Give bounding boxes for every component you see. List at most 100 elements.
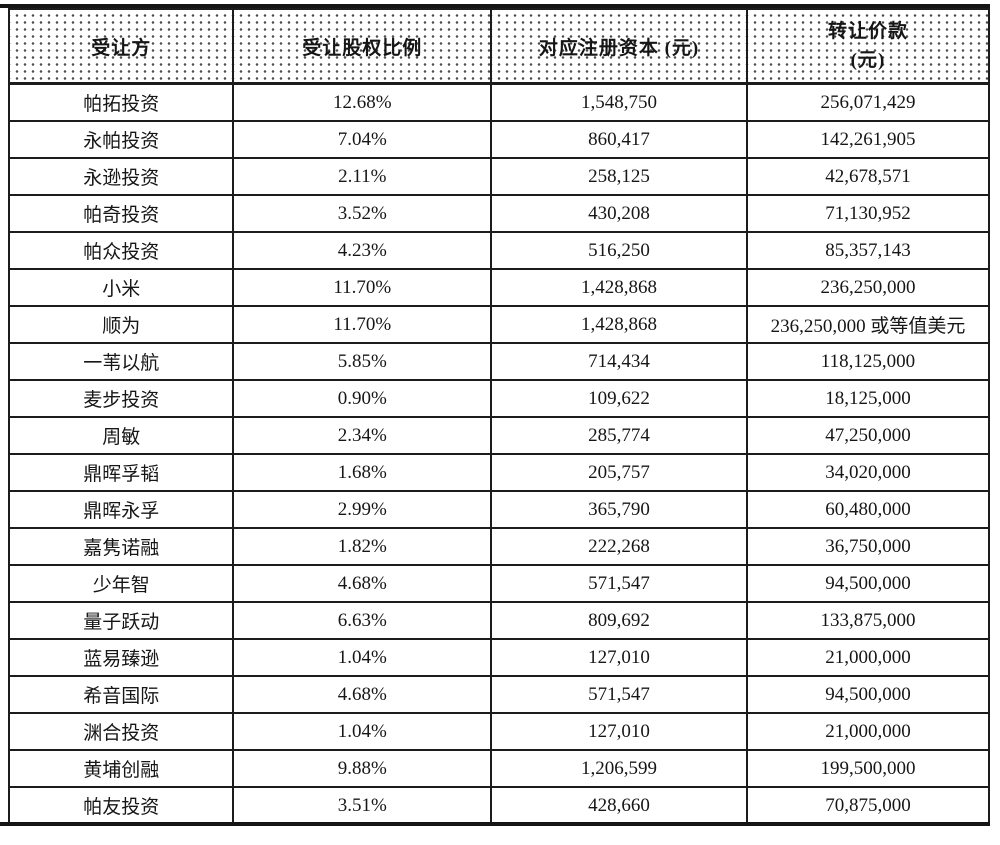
header-row: 受让方 受让股权比例 对应注册资本 (元) 转让价款 (元): [7, 8, 991, 85]
cell-transfer-price: 199,500,000: [745, 749, 991, 788]
cell-transferee: 蓝易臻逊: [7, 638, 235, 677]
table-row: 小米 11.70% 1,428,868 236,250,000: [7, 268, 991, 307]
cell-transfer-price: 256,071,429: [745, 82, 991, 122]
cell-transferee: 帕友投资: [7, 786, 235, 825]
cell-equity-ratio: 9.88%: [232, 749, 493, 788]
cell-transferee: 少年智: [7, 564, 235, 603]
header-cell-equity-ratio: 受让股权比例: [232, 8, 493, 85]
cell-registered-capital: 222,268: [490, 527, 748, 566]
cell-transfer-price: 142,261,905: [745, 120, 991, 159]
cell-transferee: 小米: [7, 268, 235, 307]
equity-transfer-table: 受让方 受让股权比例 对应注册资本 (元) 转让价款 (元) 帕拓投资 12.6…: [7, 8, 991, 825]
table-row: 帕友投资 3.51% 428,660 70,875,000: [7, 786, 991, 825]
cell-equity-ratio: 6.63%: [232, 601, 493, 640]
cell-transferee: 顺为: [7, 305, 235, 344]
cell-equity-ratio: 1.68%: [232, 453, 493, 492]
cell-transferee: 周敏: [7, 416, 235, 455]
header-transfer-price-line2: (元): [850, 50, 886, 71]
table-row: 永帕投资 7.04% 860,417 142,261,905: [7, 120, 991, 159]
cell-transfer-price: 94,500,000: [745, 675, 991, 714]
table-row: 帕奇投资 3.52% 430,208 71,130,952: [7, 194, 991, 233]
cell-transferee: 永帕投资: [7, 120, 235, 159]
cell-equity-ratio: 12.68%: [232, 82, 493, 122]
cell-transfer-price: 236,250,000: [745, 268, 991, 307]
cell-equity-ratio: 3.52%: [232, 194, 493, 233]
table-row: 帕众投资 4.23% 516,250 85,357,143: [7, 231, 991, 270]
table-row: 永逊投资 2.11% 258,125 42,678,571: [7, 157, 991, 196]
cell-registered-capital: 205,757: [490, 453, 748, 492]
cell-transferee: 嘉隽诺融: [7, 527, 235, 566]
cell-transferee: 鼎晖永孚: [7, 490, 235, 529]
cell-registered-capital: 430,208: [490, 194, 748, 233]
cell-equity-ratio: 4.68%: [232, 564, 493, 603]
table-row: 帕拓投资 12.68% 1,548,750 256,071,429: [7, 82, 991, 122]
cell-transfer-price: 118,125,000: [745, 342, 991, 381]
cell-transfer-price: 70,875,000: [745, 786, 991, 825]
cell-transferee: 帕奇投资: [7, 194, 235, 233]
cell-equity-ratio: 11.70%: [232, 268, 493, 307]
table-row: 量子跃动 6.63% 809,692 133,875,000: [7, 601, 991, 640]
table-row: 鼎晖孚韬 1.68% 205,757 34,020,000: [7, 453, 991, 492]
cell-equity-ratio: 2.11%: [232, 157, 493, 196]
cell-equity-ratio: 1.82%: [232, 527, 493, 566]
header-transfer-price-line1: 转让价款: [827, 20, 908, 42]
cell-equity-ratio: 7.04%: [232, 120, 493, 159]
cell-registered-capital: 258,125: [490, 157, 748, 196]
cell-transferee: 黄埔创融: [7, 749, 235, 788]
cell-transfer-price: 21,000,000: [745, 638, 991, 677]
table-row: 一苇以航 5.85% 714,434 118,125,000: [7, 342, 991, 381]
cell-transferee: 鼎晖孚韬: [7, 453, 235, 492]
cell-equity-ratio: 3.51%: [232, 786, 493, 825]
cell-transferee: 希音国际: [7, 675, 235, 714]
cell-transferee: 帕众投资: [7, 231, 235, 270]
cell-registered-capital: 860,417: [490, 120, 748, 159]
cell-equity-ratio: 1.04%: [232, 712, 493, 751]
header-cell-transfer-price: 转让价款 (元): [745, 8, 991, 85]
table-row: 麦步投资 0.90% 109,622 18,125,000: [7, 379, 991, 418]
table-body: 帕拓投资 12.68% 1,548,750 256,071,429 永帕投资 7…: [7, 82, 991, 825]
cell-transfer-price: 71,130,952: [745, 194, 991, 233]
cell-registered-capital: 127,010: [490, 638, 748, 677]
cell-registered-capital: 571,547: [490, 564, 748, 603]
cell-registered-capital: 809,692: [490, 601, 748, 640]
table-row: 蓝易臻逊 1.04% 127,010 21,000,000: [7, 638, 991, 677]
cell-registered-capital: 428,660: [490, 786, 748, 825]
cell-transferee: 永逊投资: [7, 157, 235, 196]
header-cell-registered-capital: 对应注册资本 (元): [490, 8, 748, 85]
cell-transfer-price: 133,875,000: [745, 601, 991, 640]
cell-registered-capital: 1,206,599: [490, 749, 748, 788]
cell-registered-capital: 1,428,868: [490, 268, 748, 307]
cell-registered-capital: 109,622: [490, 379, 748, 418]
header-cell-transferee: 受让方: [7, 8, 235, 85]
cell-equity-ratio: 0.90%: [232, 379, 493, 418]
table-row: 希音国际 4.68% 571,547 94,500,000: [7, 675, 991, 714]
cell-transfer-price: 42,678,571: [745, 157, 991, 196]
cell-registered-capital: 365,790: [490, 490, 748, 529]
table-row: 渊合投资 1.04% 127,010 21,000,000: [7, 712, 991, 751]
cell-equity-ratio: 1.04%: [232, 638, 493, 677]
cell-registered-capital: 714,434: [490, 342, 748, 381]
cell-transfer-price: 36,750,000: [745, 527, 991, 566]
cell-equity-ratio: 11.70%: [232, 305, 493, 344]
cell-transfer-price: 34,020,000: [745, 453, 991, 492]
table-row: 周敏 2.34% 285,774 47,250,000: [7, 416, 991, 455]
cell-registered-capital: 516,250: [490, 231, 748, 270]
cell-transfer-price: 85,357,143: [745, 231, 991, 270]
table-row: 嘉隽诺融 1.82% 222,268 36,750,000: [7, 527, 991, 566]
cell-transfer-price: 18,125,000: [745, 379, 991, 418]
cell-transfer-price: 236,250,000 或等值美元: [745, 305, 991, 344]
cell-equity-ratio: 4.23%: [232, 231, 493, 270]
cell-transferee: 量子跃动: [7, 601, 235, 640]
cell-registered-capital: 1,428,868: [490, 305, 748, 344]
cell-equity-ratio: 2.34%: [232, 416, 493, 455]
cell-registered-capital: 1,548,750: [490, 82, 748, 122]
table-row: 顺为 11.70% 1,428,868 236,250,000 或等值美元: [7, 305, 991, 344]
cell-transferee: 帕拓投资: [7, 82, 235, 122]
cell-transferee: 一苇以航: [7, 342, 235, 381]
cell-transfer-price: 60,480,000: [745, 490, 991, 529]
table-row: 鼎晖永孚 2.99% 365,790 60,480,000: [7, 490, 991, 529]
cell-registered-capital: 285,774: [490, 416, 748, 455]
cell-equity-ratio: 4.68%: [232, 675, 493, 714]
table-row: 少年智 4.68% 571,547 94,500,000: [7, 564, 991, 603]
